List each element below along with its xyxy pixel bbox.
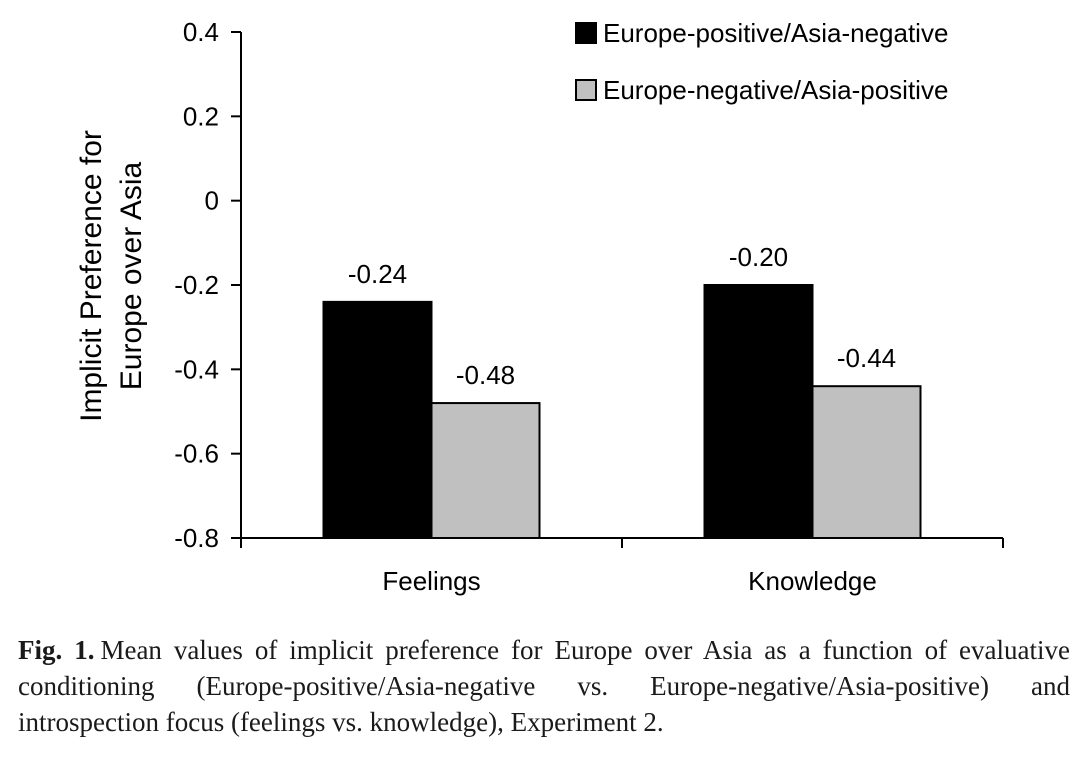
- caption-label: Fig. 1.: [18, 635, 95, 665]
- x-axis: Feelings Knowledge: [240, 537, 1004, 596]
- legend-swatch: [575, 79, 597, 101]
- x-tick-label: Knowledge: [748, 566, 877, 596]
- y-axis-label-line: Implicit Preference for: [75, 130, 108, 422]
- y-tick-label: -0.2: [174, 270, 219, 300]
- y-tick-label: -0.8: [174, 523, 219, 553]
- y-axis: 0.4 0.2 0 -0.2 -0.4 -0.6 -0.8: [174, 17, 242, 553]
- bar: [703, 284, 814, 539]
- legend-label: Europe-negative/Asia-positive: [603, 75, 948, 105]
- legend-swatch: [575, 22, 597, 44]
- y-tick-label: -0.4: [174, 354, 219, 384]
- y-axis-label: Implicit Preference for Europe over Asia: [75, 130, 148, 422]
- data-label: -0.24: [348, 259, 407, 289]
- bar: [811, 385, 922, 540]
- data-label: -0.48: [456, 360, 515, 390]
- y-tick-label: -0.6: [174, 439, 219, 469]
- data-labels: -0.24 -0.48 -0.20 -0.44: [348, 242, 896, 390]
- data-label: -0.44: [837, 343, 896, 373]
- data-label: -0.20: [729, 242, 788, 272]
- y-tick-label: 0: [205, 186, 219, 216]
- legend: Europe-positive/Asia-negative Europe-nega…: [575, 18, 948, 105]
- y-tick-label: 0.2: [183, 101, 219, 131]
- y-tick-label: 0.4: [183, 17, 219, 47]
- caption-text: Mean values of implicit preference for E…: [18, 635, 1070, 737]
- figure-caption: Fig. 1. Mean values of implicit preferenc…: [18, 632, 1070, 740]
- x-tick-label: Feelings: [382, 566, 480, 596]
- legend-label: Europe-positive/Asia-negative: [603, 18, 948, 48]
- y-axis-label-line: Europe over Asia: [115, 161, 148, 390]
- bar: [322, 300, 433, 539]
- bar-chart: Implicit Preference for Europe over Asia …: [75, 17, 1004, 596]
- bar: [430, 402, 541, 540]
- bars: [322, 284, 922, 540]
